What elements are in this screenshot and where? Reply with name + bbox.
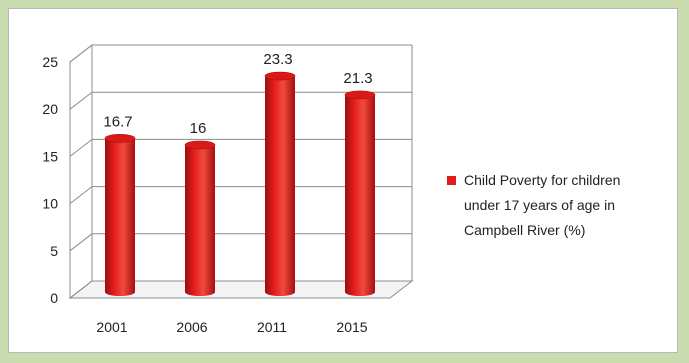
bar-top [264, 71, 296, 81]
legend-line-3: Campbell River (%) [464, 222, 585, 238]
legend-swatch [447, 176, 456, 185]
bar-top [344, 90, 376, 100]
legend-line-1: Child Poverty for children [464, 172, 620, 188]
data-label: 16 [190, 120, 207, 137]
x-tick-label: 2015 [336, 319, 367, 335]
y-tick-label: 5 [50, 243, 58, 259]
gridline [69, 186, 412, 204]
chart-side-wall [69, 43, 93, 300]
y-tick-label: 20 [42, 101, 58, 117]
data-label: 21.3 [343, 70, 372, 87]
x-tick-label: 2006 [176, 319, 207, 335]
y-tick-label: 10 [42, 196, 58, 212]
bar-top [104, 134, 136, 143]
gridline [69, 44, 412, 63]
legend-line-2: under 17 years of age in [464, 197, 615, 213]
bar [104, 134, 136, 296]
bar [184, 140, 216, 296]
y-tick-label: 0 [50, 290, 58, 306]
gridline [69, 233, 412, 252]
x-axis: 2001 2006 2011 2015 [96, 319, 367, 335]
y-tick-label: 15 [42, 148, 58, 164]
bar-body [345, 94, 375, 296]
bars [104, 71, 376, 296]
gridline [69, 280, 412, 299]
gridline [69, 138, 412, 157]
bar [344, 90, 376, 296]
gridlines [68, 43, 414, 300]
x-tick-label: 2011 [257, 319, 287, 335]
data-label: 23.3 [263, 51, 292, 68]
data-label: 16.7 [103, 113, 132, 130]
gridline [69, 91, 412, 110]
y-tick-label: 25 [42, 54, 58, 70]
data-labels: 16.7 16 23.3 21.3 [103, 51, 372, 137]
bar-body [185, 144, 215, 296]
y-axis: 0 5 10 15 20 25 [42, 54, 71, 306]
bar-body [265, 76, 295, 296]
legend: Child Poverty for children under 17 year… [447, 172, 620, 238]
bar [264, 71, 296, 296]
x-tick-label: 2001 [96, 319, 127, 335]
bar-body [105, 138, 135, 296]
bar-top [184, 140, 216, 150]
